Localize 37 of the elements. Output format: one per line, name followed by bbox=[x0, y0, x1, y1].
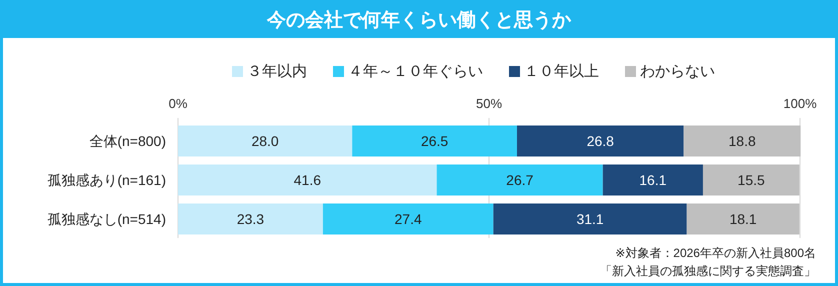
bar bbox=[178, 164, 437, 196]
bar bbox=[493, 204, 687, 234]
bar bbox=[178, 204, 323, 234]
y-tick-label: 孤独感なし(n=514) bbox=[47, 211, 166, 227]
data-label: 15.5 bbox=[738, 172, 766, 188]
data-label: 18.8 bbox=[728, 133, 756, 149]
data-label: 41.6 bbox=[294, 172, 322, 188]
y-tick-label: 全体(n=800) bbox=[89, 133, 166, 149]
text: 「新入社員の孤独感に関する実態調査」 bbox=[600, 264, 816, 278]
legend-label: ３年以内 bbox=[247, 63, 307, 80]
bar bbox=[602, 164, 703, 196]
data-label: 26.7 bbox=[506, 172, 534, 188]
x-tick-label: 50% bbox=[476, 96, 502, 111]
bar bbox=[322, 204, 494, 234]
data-label: 27.4 bbox=[394, 211, 422, 227]
legend-label: １０年以上 bbox=[524, 63, 599, 80]
bar bbox=[686, 204, 800, 234]
legend-label: わからない bbox=[640, 63, 715, 80]
data-label: 31.1 bbox=[576, 211, 604, 227]
chart-title: 今の会社で何年くらい働くと思うか bbox=[266, 9, 572, 31]
data-label: 16.1 bbox=[639, 172, 667, 188]
legend-label: ４年～１０年ぐらい bbox=[348, 63, 483, 80]
bar bbox=[352, 126, 517, 156]
data-label: 18.1 bbox=[729, 211, 757, 227]
data-label: 28.0 bbox=[251, 133, 279, 149]
bar bbox=[702, 164, 800, 196]
x-tick-label: 0% bbox=[168, 96, 188, 111]
data-label: 23.3 bbox=[236, 211, 264, 227]
bar bbox=[436, 164, 603, 196]
bar bbox=[178, 126, 352, 156]
data-label: 26.8 bbox=[586, 133, 614, 149]
text: ※対象者：2026年卒の新入社員800名 bbox=[615, 246, 816, 260]
y-tick-label: 孤独感あり(n=161) bbox=[47, 172, 166, 188]
bar bbox=[516, 126, 684, 156]
bar bbox=[684, 126, 801, 156]
x-tick-label: 100% bbox=[783, 96, 818, 111]
data-label: 26.5 bbox=[420, 133, 448, 149]
